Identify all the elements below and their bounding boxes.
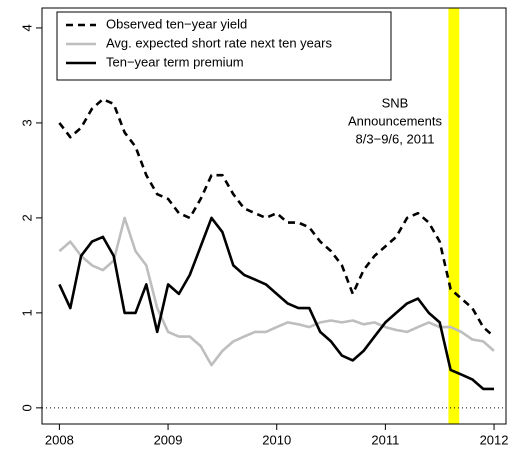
legend-label: Ten−year term premium <box>106 54 244 69</box>
series-line <box>58 97 495 338</box>
y-tick-label: 0 <box>19 404 34 411</box>
plot-frame <box>41 7 507 425</box>
x-tick-label: 2008 <box>45 432 74 447</box>
series-line <box>58 216 494 391</box>
y-tick-label: 4 <box>19 24 34 31</box>
annotation-line: Announcements <box>348 113 442 128</box>
annotation-line: SNB <box>382 95 409 110</box>
y-tick-label: 3 <box>19 119 34 126</box>
y-tick-label: 1 <box>19 309 34 316</box>
annotation: SNB Announcements 8/3−9/6, 2011 <box>348 95 442 146</box>
annotation-line: 8/3−9/6, 2011 <box>356 131 435 146</box>
x-tick-label: 2009 <box>154 432 183 447</box>
x-tick-label: 2012 <box>480 432 509 447</box>
legend-label: Observed ten−year yield <box>106 16 247 31</box>
series-line <box>58 216 495 367</box>
legend-box <box>56 11 392 81</box>
highlight-band <box>448 8 460 424</box>
y-tick-label: 2 <box>19 214 34 221</box>
x-tick-label: 2011 <box>371 432 399 447</box>
legend-label: Avg. expected short rate next ten years <box>106 35 332 50</box>
x-tick-label: 2010 <box>262 432 291 447</box>
legend: Observed ten−year yield Avg. expected sho… <box>56 11 392 81</box>
